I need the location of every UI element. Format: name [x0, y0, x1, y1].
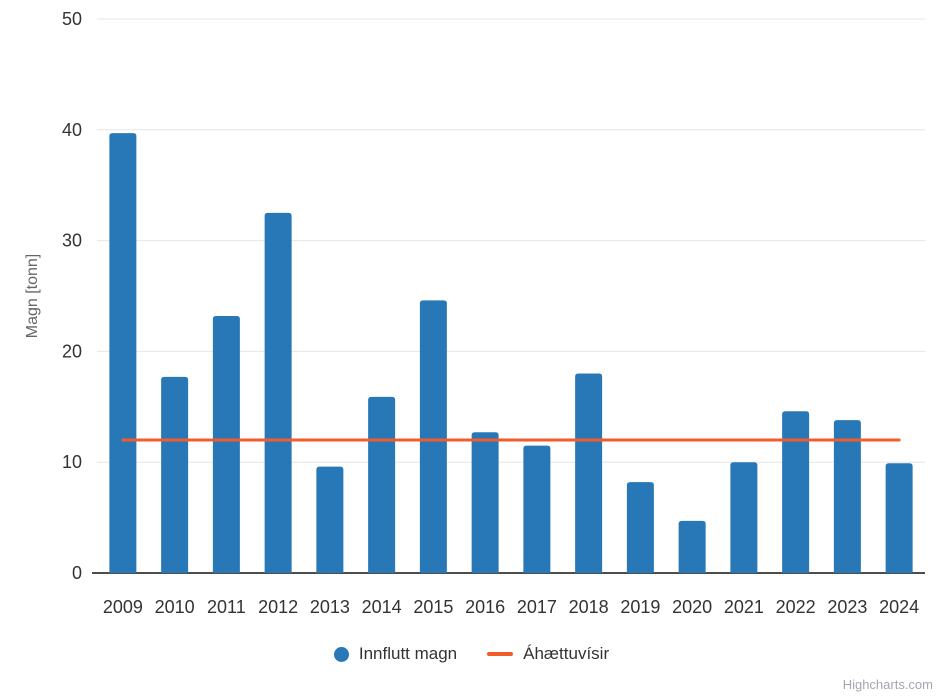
y-axis-title: Magn [tonn] — [24, 254, 41, 339]
bar-2019[interactable] — [626, 482, 654, 573]
legend-label-ahaettuvisir: Áhættuvísir — [523, 644, 610, 663]
bar-2014[interactable] — [368, 396, 396, 573]
y-tick-label: 40 — [62, 120, 82, 140]
bar-2018[interactable] — [575, 373, 603, 573]
y-tick-label: 0 — [72, 563, 82, 583]
x-tick-label: 2016 — [465, 597, 505, 617]
bar-2017[interactable] — [523, 445, 551, 573]
bar-2024[interactable] — [885, 463, 913, 573]
x-tick-label: 2017 — [517, 597, 557, 617]
y-tick-label: 20 — [62, 341, 82, 361]
x-tick-label: 2018 — [569, 597, 609, 617]
legend-item-ahaettuvisir[interactable]: Áhættuvísir — [487, 644, 609, 664]
x-tick-label: 2013 — [310, 597, 350, 617]
x-tick-label: 2021 — [724, 597, 764, 617]
x-tick-label: 2010 — [155, 597, 195, 617]
bar-2013[interactable] — [316, 466, 344, 573]
highcharts-credit-link[interactable]: Highcharts.com — [842, 677, 933, 692]
x-tick-label: 2011 — [207, 597, 246, 617]
x-tick-label: 2015 — [413, 597, 453, 617]
bar-2009[interactable] — [109, 133, 137, 573]
bar-2022[interactable] — [782, 411, 810, 573]
x-tick-label: 2024 — [879, 597, 919, 617]
bar-2015[interactable] — [419, 300, 447, 573]
bar-2012[interactable] — [264, 212, 292, 573]
x-tick-label: 2022 — [776, 597, 816, 617]
bar-2020[interactable] — [678, 520, 706, 573]
legend-item-innflutt-magn[interactable]: Innflutt magn — [333, 644, 458, 664]
x-tick-label: 2019 — [620, 597, 660, 617]
bar-2010[interactable] — [161, 376, 189, 573]
bar-2011[interactable] — [212, 315, 240, 573]
legend-marker-circle-icon — [333, 646, 349, 662]
legend-label-innflutt-magn: Innflutt magn — [358, 644, 458, 663]
x-tick-label: 2014 — [362, 597, 402, 617]
y-tick-label: 30 — [62, 231, 82, 251]
x-tick-label: 2009 — [103, 597, 143, 617]
x-tick-label: 2020 — [672, 597, 712, 617]
bar-2016[interactable] — [471, 432, 499, 573]
bar-2023[interactable] — [833, 420, 861, 573]
x-tick-label: 2023 — [827, 597, 867, 617]
y-tick-label: 50 — [62, 9, 82, 29]
y-tick-label: 10 — [62, 452, 82, 472]
bar-2021[interactable] — [730, 462, 758, 573]
x-tick-label: 2012 — [258, 597, 298, 617]
legend: Innflutt magn Áhættuvísir — [0, 644, 943, 664]
legend-marker-line-icon — [487, 652, 514, 656]
